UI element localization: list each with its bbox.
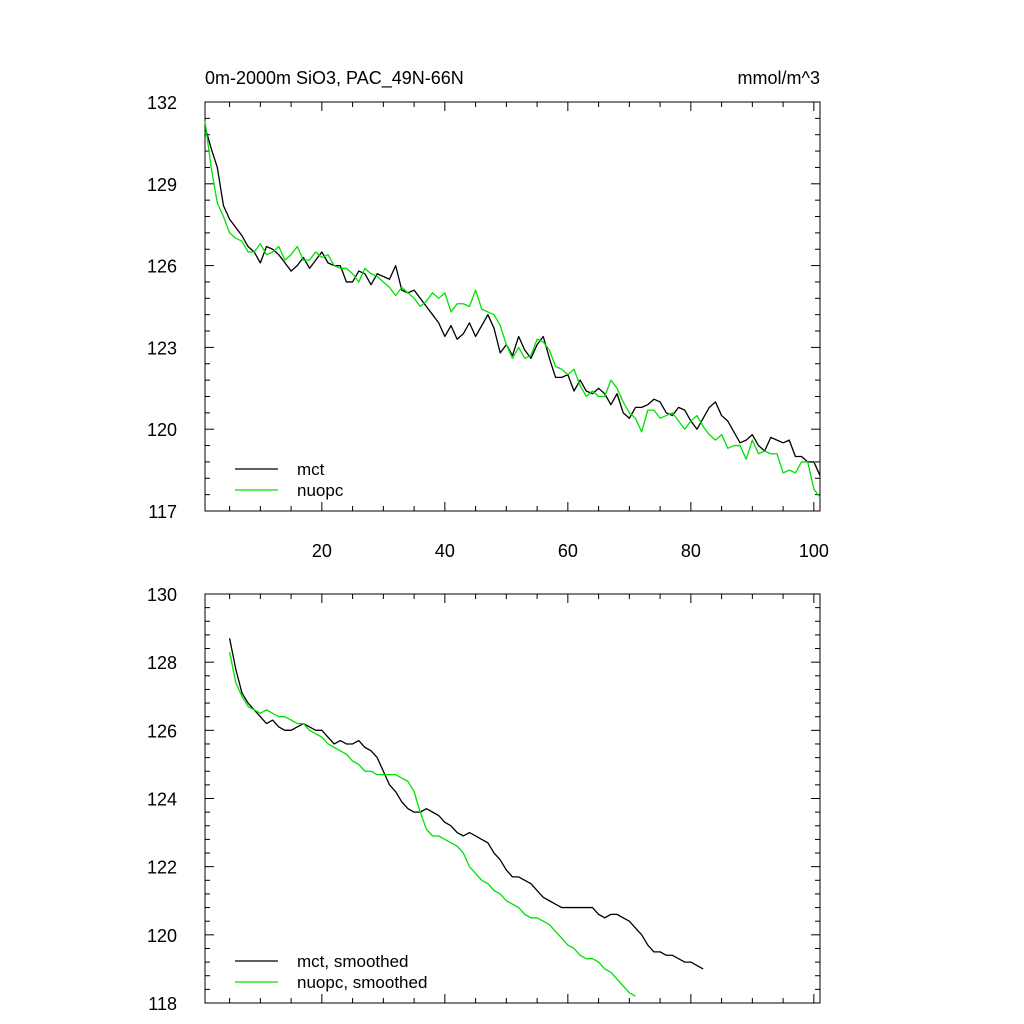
legend-label-nuopc: nuopc bbox=[297, 481, 344, 500]
bottom-panel: 118 120 122 124 126 128 130 mct, smoothed nuop… bbox=[147, 585, 821, 1014]
y-tick-label: 126 bbox=[147, 257, 177, 277]
bottom-legend: mct, smoothed nuopc, smoothed bbox=[235, 952, 427, 992]
series-line-nuopc-smoothed bbox=[228, 651, 636, 997]
y-tick-label: 129 bbox=[147, 175, 177, 195]
x-tick-label: 80 bbox=[681, 541, 701, 561]
bottom-axes: 118 120 122 124 126 128 130 bbox=[147, 585, 820, 1014]
units-label: mmol/m^3 bbox=[738, 68, 820, 88]
legend-label-mct-smoothed: mct, smoothed bbox=[297, 952, 409, 971]
legend-label-nuopc-smoothed: nuopc, smoothed bbox=[297, 973, 427, 992]
top-plot-frame bbox=[204, 101, 821, 512]
y-tick-label: 124 bbox=[147, 790, 177, 810]
top-axes: 20 40 60 80 100 117 120 123 126 129 132 bbox=[147, 93, 829, 561]
y-tick-label: 126 bbox=[147, 721, 177, 741]
top-series-group bbox=[204, 121, 821, 498]
chart-title: 0m-2000m SiO3, PAC_49N-66N bbox=[205, 68, 464, 89]
x-tick-label: 60 bbox=[558, 541, 578, 561]
y-tick-label: 120 bbox=[147, 420, 177, 440]
top-legend: mct nuopc bbox=[235, 460, 344, 500]
y-tick-label: 117 bbox=[148, 502, 177, 522]
y-tick-label: 120 bbox=[147, 926, 177, 946]
y-tick-label: 130 bbox=[147, 585, 177, 605]
x-tick-label: 40 bbox=[435, 541, 455, 561]
y-tick-label: 123 bbox=[147, 338, 177, 358]
x-tick-label: 100 bbox=[799, 541, 829, 561]
bottom-series-group bbox=[228, 638, 704, 997]
series-line-nuopc bbox=[204, 121, 821, 498]
y-tick-label: 122 bbox=[147, 858, 177, 878]
legend-label-mct: mct bbox=[297, 460, 325, 479]
y-tick-label: 118 bbox=[148, 994, 177, 1014]
top-panel: 0m-2000m SiO3, PAC_49N-66N mmol/m^3 20 40… bbox=[147, 68, 829, 561]
y-tick-label: 132 bbox=[147, 93, 177, 113]
bottom-plot-frame bbox=[204, 593, 821, 1004]
series-line-mct-smoothed bbox=[228, 638, 704, 970]
x-tick-label: 20 bbox=[312, 541, 332, 561]
series-line-mct bbox=[204, 126, 821, 476]
y-tick-label: 128 bbox=[147, 653, 177, 673]
